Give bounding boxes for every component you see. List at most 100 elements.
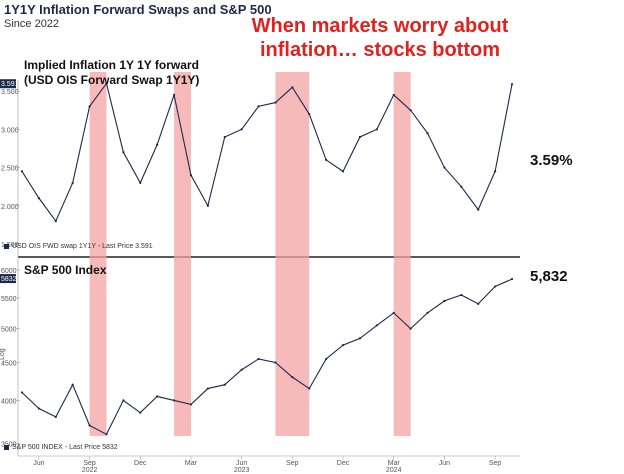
highlight-band [89,72,107,436]
chart-subtitle: Since 2022 [4,18,60,30]
x-tick-label: Sep [83,460,96,467]
sp500-series-point [510,277,514,281]
headline-line-2: inflation… stocks bottom [260,39,500,61]
inflation-legend-text: USD OIS FWD swap 1Y1Y - Last Price 3.591 [12,243,153,250]
x-tick-label: Mar [388,460,401,467]
x-year-label: 2023 [234,467,250,474]
inflation-series-point [308,112,311,116]
sp500-series-point [257,357,260,361]
sp500-series-point [37,407,40,410]
highlight-band [275,72,310,436]
inflation-series-point [426,132,429,135]
inflation-series-point [122,151,125,154]
inflation-series-point [206,204,209,207]
sp500-legend: S&P 500 INDEX - Last Price 5832 [4,444,118,451]
sp500-series-point [426,311,429,315]
inflation-series-point [341,170,345,173]
sp500-legend-text: S&P 500 INDEX - Last Price 5832 [12,444,118,451]
x-tick-label: Jun [439,460,450,467]
y-tick-label: 4500 [1,361,17,368]
inflation-series-point [443,166,446,169]
x-year-label: 2022 [82,467,98,474]
x-tick-label: Dec [134,460,147,467]
inflation-series-point [409,109,412,112]
inflation-series-point [460,185,463,188]
inflation-series-point [156,143,159,146]
inflation-series-point [358,135,362,139]
sp500-series-point [105,433,108,436]
y-tick-label: 2.500 [1,166,19,173]
inflation-series-point [240,128,243,131]
sp500-series-point [460,293,463,297]
inflation-series-point [189,174,193,177]
x-tick-label: Dec [337,460,350,467]
inflation-series-point [105,82,108,85]
sp500-series-point [156,395,159,398]
sp500-series-point [443,299,446,302]
x-year-label: 2024 [386,467,402,474]
inflation-series-point [54,219,57,223]
sp500-last-price-tag [0,274,16,284]
inflation-last-value: 3.59% [530,152,573,169]
inflation-series-point [375,128,378,131]
log-axis-label: Log [0,348,6,360]
chart-title: 1Y1Y Inflation Forward Swaps and S&P 500 [4,2,272,17]
sp500-series-point [139,411,142,414]
sp500-series-point [71,383,74,386]
inflation-panel-title: Implied Inflation 1Y 1Y forward (USD OIS… [24,58,199,88]
inflation-title-line: Implied Inflation 1Y 1Y forward [24,58,199,72]
inflation-series-point [257,105,260,108]
sp500-series-point [20,391,24,394]
legend-swatch [4,445,9,450]
highlight-band [393,72,411,436]
y-tick-label: 5000 [1,327,17,334]
inflation-series-point [274,101,277,104]
y-tick-label: 2.000 [1,204,19,211]
sp500-series-point [274,361,277,364]
inflation-series-point [139,181,142,184]
x-tick-label: Mar [185,460,198,467]
sp500-series-point [494,285,497,288]
inflation-last-price-text: 3.591 [1,81,19,88]
sp500-series-point [325,357,328,361]
inflation-series-line [21,82,513,223]
y-tick-label: 3.500 [1,89,19,96]
sp500-series-point [291,376,294,379]
sp500-series-point [240,368,243,371]
sp500-last-value: 5,832 [530,268,568,285]
sp500-last-price-text: 5832 [1,276,17,283]
y-tick-label: 3500 [1,441,17,448]
y-tick-label: 6000 [1,268,17,275]
inflation-series-point [392,93,395,97]
inflation-last-price-tag [0,79,16,89]
inflation-series-point [494,170,497,173]
sp500-series-point [206,387,209,390]
sp500-series-point [341,344,345,347]
y-tick-label: 4000 [1,398,17,405]
inflation-subtitle-line: (USD OIS Forward Swap 1Y1Y) [24,73,200,87]
sp500-series-line [21,278,513,436]
sp500-series-point [54,415,57,419]
inflation-series-point [20,170,24,173]
inflation-series-point [223,135,226,139]
inflation-series-point [88,105,91,108]
inflation-series-point [477,208,480,211]
sp500-series-point [358,337,362,340]
inflation-legend: USD OIS FWD swap 1Y1Y - Last Price 3.591 [4,243,153,250]
sp500-series-point [122,399,125,402]
x-tick-label: Jun [33,460,44,467]
x-tick-label: Jun [236,460,247,467]
x-tick-label: Sep [286,460,299,467]
inflation-series-point [71,181,74,184]
inflation-series-point [510,83,514,86]
y-tick-label: 3.000 [1,127,19,134]
y-tick-label: 5500 [1,296,17,303]
headline-line-1: When markets worry about [251,15,509,37]
x-tick-label: Sep [489,460,502,467]
sp500-series-point [189,403,193,406]
headline-annotation: When markets worry about inflation… stoc… [245,14,515,62]
sp500-series-point [308,387,311,390]
inflation-series-point [37,197,40,200]
inflation-series-point [172,93,176,97]
